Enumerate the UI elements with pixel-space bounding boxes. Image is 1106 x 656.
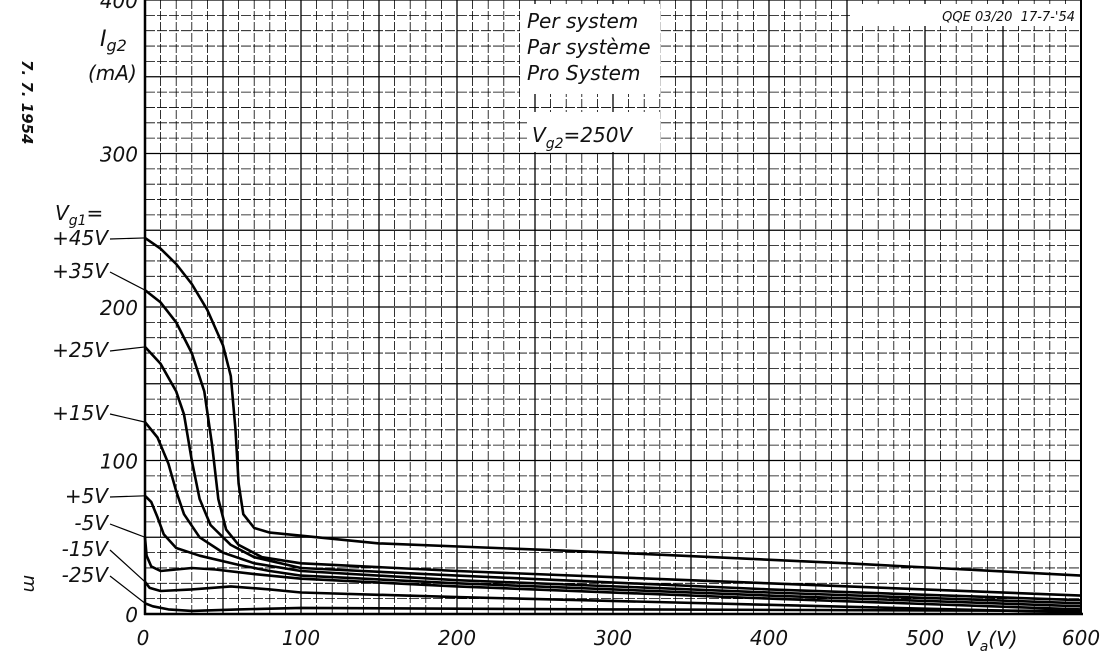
x-tick-label: 600 xyxy=(1062,626,1100,650)
leader-line xyxy=(109,346,146,352)
doc-ref-bg xyxy=(850,4,1080,26)
title-box-bg xyxy=(520,4,660,94)
side-date: 7. 7. 1954 xyxy=(18,60,36,144)
curve-+5V xyxy=(144,494,1082,608)
leader-line xyxy=(109,495,146,498)
legend-title: Vg1= xyxy=(55,201,103,229)
series-label: +15V xyxy=(52,401,109,425)
labels: 0 100 200 300 400 500 600 0 100 200 300 400 +45V +35V… xyxy=(52,0,1100,650)
series-label: +5V xyxy=(65,484,109,508)
leader-line xyxy=(109,413,146,423)
leader-line xyxy=(109,271,146,291)
x-tick-label: 0 xyxy=(137,626,150,650)
side-mark: m xyxy=(19,575,40,593)
y-tick-label: 400 xyxy=(100,0,138,13)
x-tick-label: 200 xyxy=(438,626,476,650)
series-label: -15V xyxy=(62,537,110,561)
leader-line xyxy=(109,575,146,604)
curve-+15V xyxy=(143,421,1082,605)
x-tick-label: 300 xyxy=(594,626,632,650)
leader-line xyxy=(109,523,146,538)
title-line-1: Per system xyxy=(527,9,638,33)
title-line-2: Par système xyxy=(527,35,651,59)
series-label: +25V xyxy=(52,338,109,362)
leader-line xyxy=(109,237,146,240)
y-tick-label: 0 xyxy=(125,603,138,627)
condition-label: Vg2=250V xyxy=(532,123,633,152)
condition-bg xyxy=(528,112,660,152)
x-tick-label: 100 xyxy=(282,626,320,650)
x-label-bg xyxy=(962,624,1032,654)
y-tick-label: 200 xyxy=(100,296,138,320)
curves xyxy=(143,236,1082,614)
title-line-3: Pro System xyxy=(527,61,640,85)
curve-+45V xyxy=(144,236,1082,577)
series-label: +35V xyxy=(52,259,109,283)
x-tick-label: 400 xyxy=(750,626,788,650)
curve--25V xyxy=(144,602,1082,613)
y-tick-label: 100 xyxy=(100,450,138,474)
curve-+25V xyxy=(144,346,1082,602)
curve--15V xyxy=(143,581,1082,614)
series-label: +45V xyxy=(52,226,109,250)
x-axis-label: Va(V) xyxy=(966,627,1018,655)
x-tick-label: 500 xyxy=(906,626,944,650)
y-axis-unit: (mA) xyxy=(88,61,137,85)
series-label: -5V xyxy=(74,511,109,535)
curve-+35V xyxy=(144,289,1082,597)
y-axis-label: Ig2 xyxy=(100,27,127,55)
doc-ref: QQE 03/20 17-7-'54 xyxy=(942,10,1075,25)
y-tick-label: 300 xyxy=(100,143,138,167)
curve--5V xyxy=(143,537,1082,611)
series-label: -25V xyxy=(62,563,110,587)
leader-line xyxy=(109,549,146,583)
